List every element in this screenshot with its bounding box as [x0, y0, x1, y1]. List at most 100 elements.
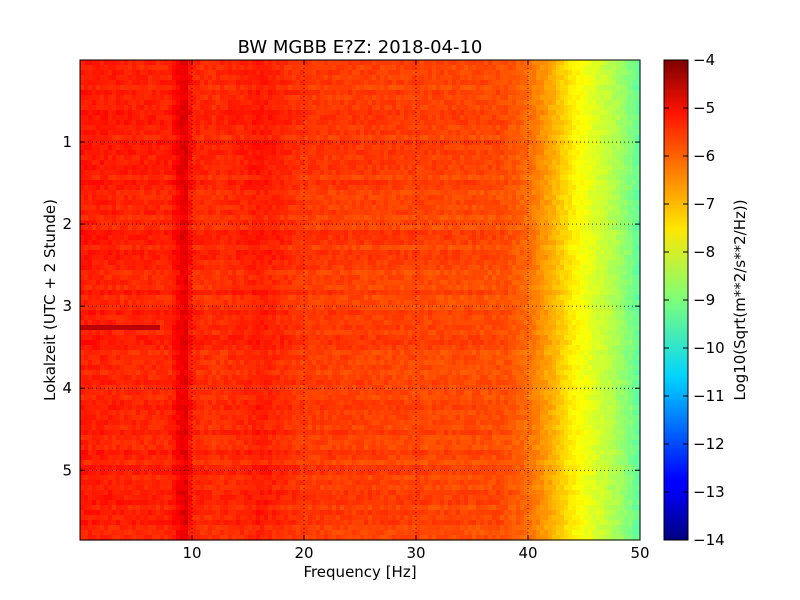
heatmap-cell: [112, 70, 117, 76]
heatmap-cell: [456, 235, 461, 241]
heatmap-cell: [228, 105, 233, 111]
heatmap-cell: [372, 85, 377, 91]
heatmap-cell: [216, 125, 221, 131]
heatmap-cell: [520, 165, 525, 171]
heatmap-cell: [444, 230, 449, 236]
heatmap-cell: [564, 170, 569, 176]
heatmap-cell: [448, 85, 453, 91]
heatmap-cell: [436, 80, 441, 86]
heatmap-cell: [556, 220, 561, 226]
heatmap-cell: [296, 75, 301, 81]
heatmap-cell: [588, 60, 593, 66]
heatmap-cell: [100, 120, 105, 126]
heatmap-cell: [160, 175, 165, 181]
heatmap-cell: [164, 165, 169, 171]
heatmap-cell: [100, 160, 105, 166]
heatmap-cell: [368, 180, 373, 186]
heatmap-cell: [596, 115, 601, 121]
heatmap-cell: [484, 95, 489, 101]
heatmap-cell: [248, 180, 253, 186]
heatmap-cell: [108, 105, 113, 111]
heatmap-cell: [260, 190, 265, 196]
heatmap-cell: [96, 125, 101, 131]
heatmap-cell: [284, 130, 289, 136]
heatmap-cell: [360, 200, 365, 206]
heatmap-cell: [252, 225, 257, 231]
heatmap-cell: [572, 70, 577, 76]
heatmap-cell: [276, 105, 281, 111]
heatmap-cell: [276, 230, 281, 236]
heatmap-cell: [540, 165, 545, 171]
heatmap-cell: [468, 160, 473, 166]
heatmap-cell: [436, 110, 441, 116]
heatmap-cell: [564, 195, 569, 201]
heatmap-cell: [188, 175, 193, 181]
heatmap-cell: [232, 70, 237, 76]
heatmap-cell: [524, 210, 529, 216]
heatmap-cell: [224, 220, 229, 226]
heatmap-cell: [156, 175, 161, 181]
heatmap-cell: [136, 150, 141, 156]
heatmap-cell: [612, 160, 617, 166]
heatmap-cell: [612, 80, 617, 86]
heatmap-cell: [524, 70, 529, 76]
heatmap-cell: [580, 200, 585, 206]
heatmap-cell: [232, 175, 237, 181]
heatmap-cell: [284, 160, 289, 166]
heatmap-cell: [480, 125, 485, 131]
heatmap-cell: [316, 65, 321, 71]
heatmap-cell: [220, 65, 225, 71]
heatmap-cell: [372, 185, 377, 191]
heatmap-cell: [232, 180, 237, 186]
heatmap-cell: [252, 60, 257, 66]
heatmap-cell: [264, 140, 269, 146]
heatmap-cell: [244, 225, 249, 231]
heatmap-cell: [536, 65, 541, 71]
heatmap-cell: [324, 230, 329, 236]
heatmap-cell: [132, 60, 137, 66]
heatmap-cell: [632, 60, 637, 66]
heatmap-cell: [404, 185, 409, 191]
heatmap-cell: [600, 180, 605, 186]
heatmap-cell: [412, 85, 417, 91]
heatmap-cell: [624, 200, 629, 206]
heatmap-cell: [488, 185, 493, 191]
heatmap-cell: [396, 140, 401, 146]
heatmap-cell: [448, 170, 453, 176]
heatmap-cell: [284, 195, 289, 201]
heatmap-cell: [592, 220, 597, 226]
heatmap-cell: [588, 130, 593, 136]
heatmap-cell: [416, 90, 421, 96]
heatmap-cell: [360, 155, 365, 161]
heatmap-cell: [300, 130, 305, 136]
heatmap-cell: [396, 75, 401, 81]
heatmap-cell: [500, 75, 505, 81]
heatmap-cell: [224, 185, 229, 191]
heatmap-cell: [360, 160, 365, 166]
heatmap-cell: [436, 150, 441, 156]
heatmap-cell: [336, 145, 341, 151]
heatmap-cell: [376, 195, 381, 201]
heatmap-cell: [228, 135, 233, 141]
heatmap-cell: [256, 75, 261, 81]
heatmap-cell: [296, 235, 301, 241]
heatmap-cell: [188, 170, 193, 176]
heatmap-cell: [516, 230, 521, 236]
heatmap-cell: [408, 155, 413, 161]
heatmap-cell: [204, 180, 209, 186]
heatmap-cell: [144, 135, 149, 141]
heatmap-cell: [472, 165, 477, 171]
heatmap-cell: [576, 185, 581, 191]
heatmap-cell: [120, 170, 125, 176]
heatmap-cell: [444, 155, 449, 161]
heatmap-cell: [632, 110, 637, 116]
heatmap-cell: [92, 120, 97, 126]
heatmap-cell: [600, 195, 605, 201]
heatmap-cell: [328, 85, 333, 91]
heatmap-cell: [400, 190, 405, 196]
heatmap-cell: [136, 115, 141, 121]
heatmap-cell: [252, 135, 257, 141]
heatmap-cell: [500, 205, 505, 211]
heatmap-cell: [592, 135, 597, 141]
heatmap-cell: [144, 150, 149, 156]
